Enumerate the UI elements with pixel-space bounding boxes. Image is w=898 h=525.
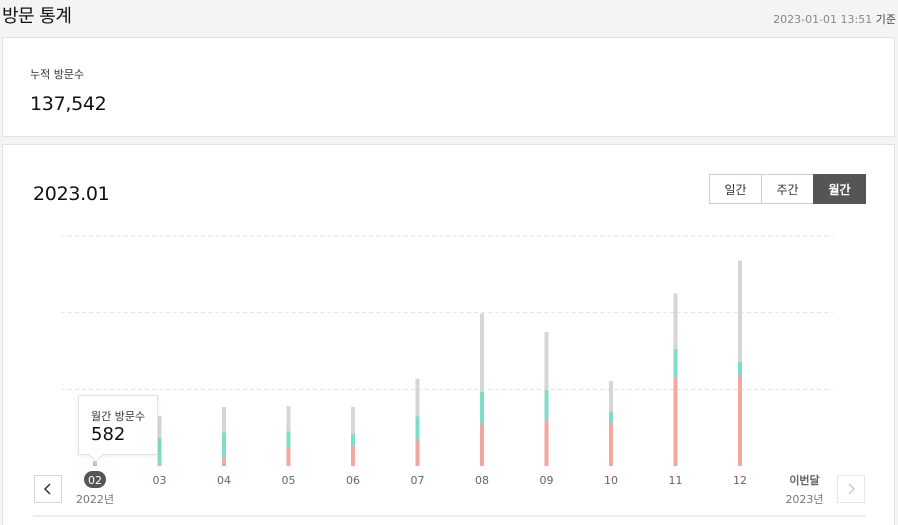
bar-segment-08-0 <box>480 423 484 466</box>
tooltip-value: 582 <box>91 424 126 445</box>
bar-segment-05-2 <box>286 406 291 432</box>
timestamp: 2023-01-01 13:51 기준 <box>773 11 896 27</box>
tooltip-label: 월간 방문수 <box>91 410 146 423</box>
tick-label-10: 10 <box>604 474 618 487</box>
next-period-button[interactable] <box>837 475 865 503</box>
period-title: 2023.01 <box>33 183 110 205</box>
timestamp-suffix: 기준 <box>875 13 896 26</box>
bar-segment-12-2 <box>738 260 742 362</box>
bar-segment-05-0 <box>286 446 291 466</box>
bar-segment-10-1 <box>609 411 613 423</box>
bar-segment-11-1 <box>673 348 678 378</box>
chevron-left-icon <box>43 483 51 495</box>
bar-segment-04-2 <box>222 406 226 433</box>
bar-segment-07-0 <box>415 439 420 466</box>
bar-segment-02-0 <box>93 463 97 466</box>
visits-chart: 02 03 04 05 06 07 08 09 10 11 12 이번달 2022년 2023년 <box>33 235 866 517</box>
bar-segment-12-1 <box>738 361 742 376</box>
tick-label-11: 11 <box>669 474 683 487</box>
bar-segment-02-1 <box>93 461 97 464</box>
page-title: 방문 통계 <box>2 6 72 27</box>
bar-segment-04-1 <box>222 432 226 457</box>
bar-segment-03-1 <box>157 437 162 464</box>
tick-label-02: 02 <box>88 474 102 487</box>
bar-segment-10-2 <box>609 380 613 412</box>
tick-label-03: 03 <box>153 474 167 487</box>
bar-segment-06-2 <box>351 406 355 434</box>
bar-segment-06-0 <box>351 445 355 466</box>
prev-period-button[interactable] <box>34 475 62 503</box>
tab-monthly[interactable]: 월간 <box>813 174 866 204</box>
tick-label-08: 08 <box>475 474 489 487</box>
bar-segment-05-1 <box>286 431 291 447</box>
total-visits-label: 누적 방문수 <box>30 68 85 81</box>
timestamp-value: 2023-01-01 13:51 <box>773 13 873 26</box>
total-visits-value: 137,542 <box>30 93 107 115</box>
tick-label-04: 04 <box>217 474 231 487</box>
tick-label-이번달: 이번달 <box>789 473 819 487</box>
chart-card: 2023.01 일간 주간 월간 02 03 04 05 06 07 08 09 10 11 12 이… <box>2 144 895 525</box>
tick-label-05: 05 <box>282 474 296 487</box>
bar-segment-12-0 <box>738 375 742 466</box>
bar-segment-09-2 <box>544 331 549 391</box>
tooltip: 월간 방문수 582 <box>78 395 158 463</box>
bar-segment-03-2 <box>157 416 162 438</box>
bar-segment-09-0 <box>544 419 549 466</box>
bar-segment-04-0 <box>222 456 226 466</box>
bar-segment-11-2 <box>673 293 678 349</box>
period-tabs: 일간 주간 월간 <box>709 174 866 204</box>
total-visits-card: 누적 방문수 137,542 <box>2 37 895 137</box>
year-label-first: 2022년 <box>76 493 114 506</box>
chevron-right-icon <box>848 483 856 495</box>
bar-segment-11-0 <box>673 377 678 466</box>
bar-segment-10-0 <box>609 422 613 466</box>
bar-segment-03-0 <box>157 463 162 466</box>
tick-label-12: 12 <box>733 474 747 487</box>
bar-segment-06-1 <box>351 433 355 446</box>
bar-segment-08-2 <box>480 313 484 392</box>
tick-label-09: 09 <box>540 474 554 487</box>
bar-segment-07-2 <box>415 378 420 417</box>
bar-segment-08-1 <box>480 391 484 424</box>
year-label-last: 2023년 <box>785 493 823 506</box>
bar-segment-09-1 <box>544 390 549 420</box>
tick-label-07: 07 <box>411 474 425 487</box>
selected-tick-bg <box>84 471 106 488</box>
tick-label-06: 06 <box>346 474 360 487</box>
bar-segment-07-1 <box>415 416 420 440</box>
